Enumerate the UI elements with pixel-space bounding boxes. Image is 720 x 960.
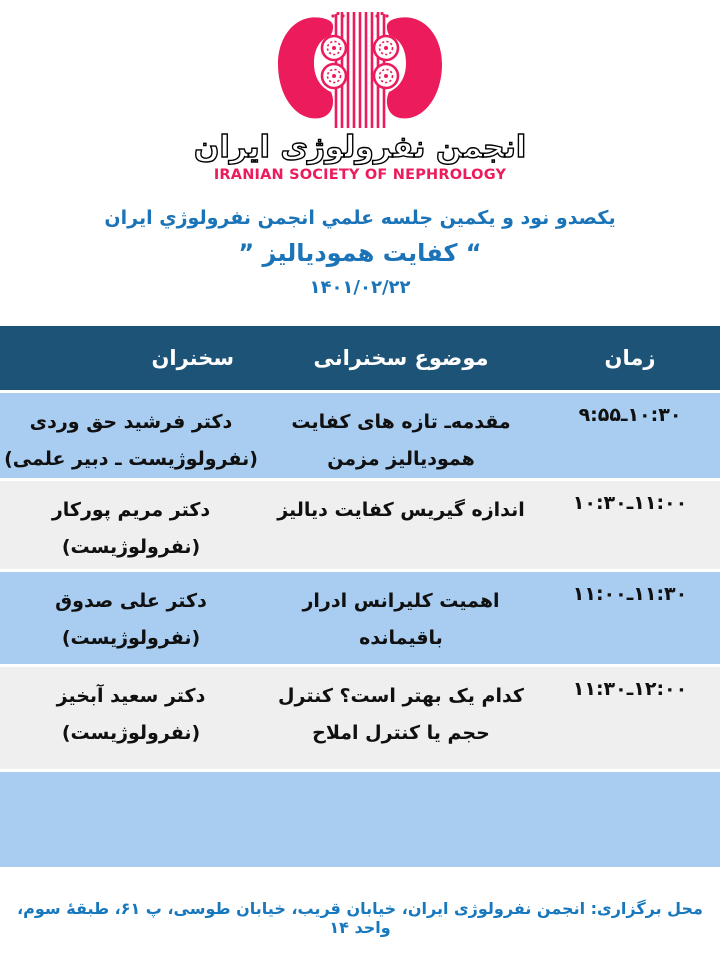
logo-persian-name: انجمن نفرولوژی ایران (193, 129, 527, 165)
time-value: ۱۱:۰۰ـ۱۱:۳۰ (572, 583, 688, 606)
session-title-line: یکصدو نود و یکمین جلسه علمي انجمن نفرولو… (104, 207, 616, 229)
speaker-cell: دکتر علی صدوق (نفرولوژیست) (0, 572, 262, 664)
speaker-name: دکتر سعید آبخیز (56, 685, 206, 708)
table-header-row: زمان موضوع سخنرانی سخنران (0, 326, 720, 390)
schedule-table: زمان موضوع سخنرانی سخنران ۹:۵۵ـ۱۰:۳۰ مقد… (0, 326, 720, 868)
table-row: ۱۰:۳۰ـ۱۱:۰۰ اندازه گیریس کفایت دیالیز دک… (0, 481, 720, 570)
time-cell: ۱۱:۰۰ـ۱۱:۳۰ (540, 572, 720, 664)
title-block: یکصدو نود و یکمین جلسه علمي انجمن نفرولو… (0, 207, 720, 298)
speaker-role: (نفرولوژیست) (61, 627, 201, 650)
speaker-name: دکتر علی صدوق (55, 590, 207, 613)
event-title: “ کفایت همودیالیز ” (238, 239, 482, 267)
table-row: ۱۱:۰۰ـ۱۱:۳۰ اهمیت کلیرانس ادرار باقیماند… (0, 572, 720, 665)
speaker-role: (نفرولوژیست ـ دبیر علمی) (4, 448, 258, 471)
time-value: ۱۰:۳۰ـ۱۱:۰۰ (572, 492, 688, 515)
table-row: ۱۱:۳۰ـ۱۲:۰۰ کدام یک بهتر است؟ کنترل حجم … (0, 667, 720, 770)
speaker-name: دکتر فرشید حق وردی (29, 411, 233, 433)
speaker-cell: دکتر مریم پورکار (نفرولوژیست) (0, 481, 262, 569)
table-row: ۹:۵۵ـ۱۰:۳۰ مقدمه‌ـ تازه های کفایت همودیا… (0, 393, 720, 479)
speaker-cell: دکتر فرشید حق وردی (نفرولوژیست ـ دبیر عل… (0, 393, 262, 478)
logo-english-name: IRANIAN SOCIETY OF NEPHROLOGY (213, 167, 507, 183)
speaker-role: (نفرولوژیست) (61, 722, 201, 745)
topic-cell: کدام یک بهتر است؟ کنترل حجم یا کنترل امل… (278, 685, 524, 745)
topic-cell: اهمیت کلیرانس ادرار باقیمانده (302, 590, 500, 650)
event-date: ۱۴۰۱/۰۲/۲۲ (309, 277, 411, 298)
topic-cell: مقدمه‌ـ تازه های کفایت همودیالیز مزمن (291, 411, 511, 471)
logo: انجمن نفرولوژی ایران IRANIAN SOCIETY OF … (0, 0, 720, 183)
time-value: ۱۱:۳۰ـ۱۲:۰۰ (572, 678, 688, 701)
header-topic: موضوع سخنرانی (313, 346, 489, 370)
topic-cell: اندازه گیریس کفایت دیالیز (277, 499, 525, 522)
speaker-name: دکتر مریم پورکار (51, 499, 211, 522)
time-cell: ۱۱:۳۰ـ۱۲:۰۰ (540, 667, 720, 769)
speaker-role: (نفرولوژیست) (61, 536, 201, 559)
speaker-cell: دکتر سعید آبخیز (نفرولوژیست) (0, 667, 262, 769)
footer-venue: محل برگزاری: انجمن نفرولوژی ایران، خیابا… (17, 899, 703, 938)
header-time: زمان (604, 346, 656, 370)
empty-row (0, 772, 720, 868)
kidney-logo-icon (278, 11, 442, 128)
header-speaker: سخنران (151, 346, 234, 370)
time-value: ۹:۵۵ـ۱۰:۳۰ (578, 404, 682, 426)
time-cell: ۱۰:۳۰ـ۱۱:۰۰ (540, 481, 720, 569)
time-cell: ۹:۵۵ـ۱۰:۳۰ (540, 393, 720, 478)
